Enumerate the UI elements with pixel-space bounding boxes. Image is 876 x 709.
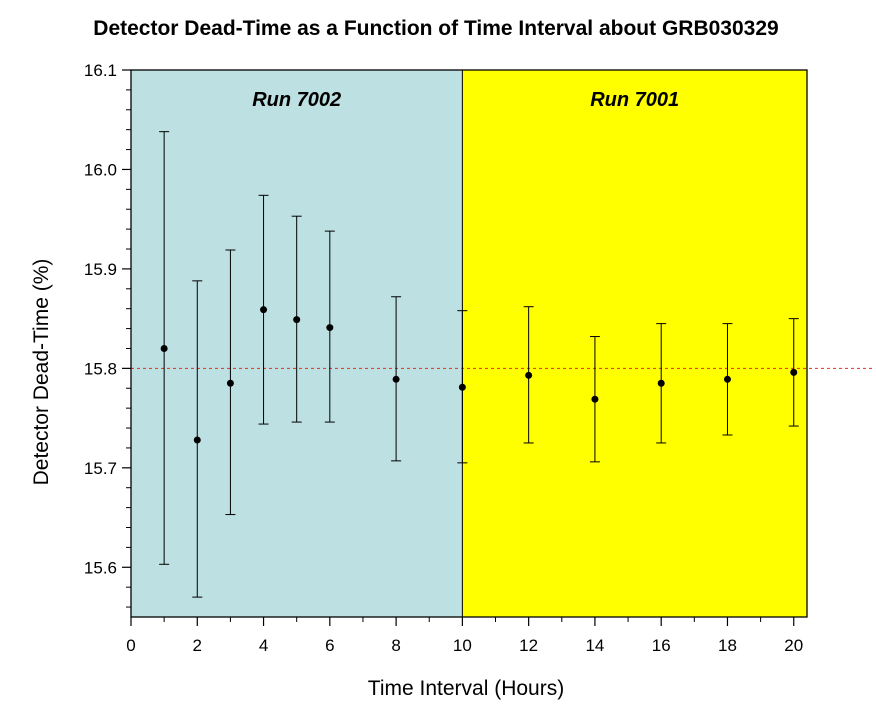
data-point-8 [523,306,534,444]
x-tick-label-5: 10 [453,636,472,655]
x-tick-label-2: 4 [259,636,268,655]
region-1 [462,70,807,617]
y-axis-label: Detector Dead-Time (%) [30,259,53,486]
x-tick-label-3: 6 [325,636,334,655]
x-tick-label-9: 18 [718,636,737,655]
data-marker [591,395,599,403]
data-marker [458,383,466,391]
data-point-2 [225,249,236,516]
data-marker [160,344,168,352]
x-tick-label-1: 2 [193,636,202,655]
data-point-4 [291,215,302,423]
x-axis-label: Time Interval (Hours) [368,677,564,700]
data-point-9 [589,336,600,463]
data-marker [723,375,731,383]
y-tick-label-2: 15.8 [84,359,117,378]
data-marker [326,324,334,332]
data-marker [790,368,798,376]
x-tick-label-0: 0 [126,636,135,655]
shaded-regions: Run 7002 Run 7001 [131,70,807,617]
x-tick-label-10: 20 [784,636,803,655]
region-label-1: Run 7001 [590,89,679,111]
data-marker [392,375,400,383]
data-marker [293,316,301,324]
plot-frame [130,69,808,618]
axes: 0 2 4 6 8 10 12 14 16 18 20 15.6 15.7 15.8 15.9 16.0 16.… [84,61,808,655]
data-point-11 [722,323,733,436]
data-point-10 [656,323,667,444]
data-marker [657,379,665,387]
x-tick-label-4: 8 [391,636,400,655]
data-marker [226,379,234,387]
data-point-1 [192,280,203,598]
y-tick-label-1: 15.7 [84,459,117,478]
data-point-0 [159,131,170,565]
y-tick-label-3: 15.9 [84,260,117,279]
chart-title: Detector Dead-Time as a Function of Time… [93,17,778,40]
data-point-3 [258,194,269,425]
data-points [159,131,799,598]
data-point-7 [457,310,468,464]
data-point-5 [324,230,335,423]
data-marker [193,436,201,444]
x-tick-label-7: 14 [585,636,604,655]
x-tick-label-6: 12 [519,636,538,655]
region-label-0: Run 7002 [252,89,341,111]
y-tick-label-0: 15.6 [84,558,117,577]
data-marker [260,306,268,314]
y-tick-label-5: 16.1 [84,61,117,80]
x-tick-label-8: 16 [652,636,671,655]
y-tick-label-4: 16.0 [84,160,117,179]
data-marker [525,371,533,379]
data-point-6 [391,296,402,462]
data-point-12 [788,318,799,427]
